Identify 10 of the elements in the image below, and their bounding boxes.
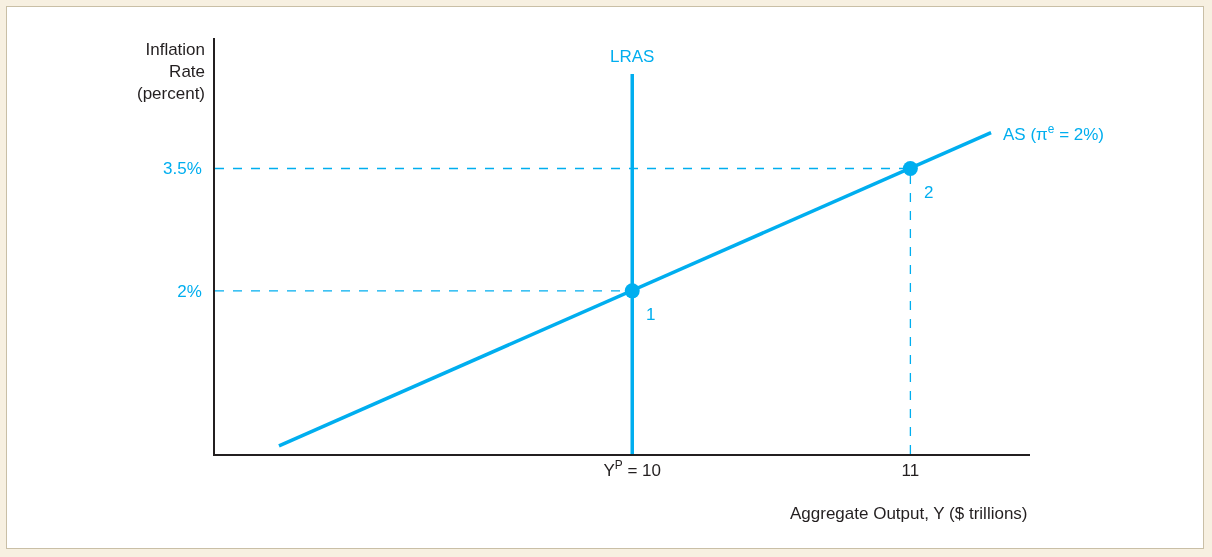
series-label: AS (π$^{e}$ = 2%) [1003,122,1105,145]
x-tick-label: Y$^{P}$ = 10 [603,458,662,481]
annotation: 2 [924,183,934,202]
x-axis-title: Aggregate Output, Y ($ trillions) [790,504,1028,523]
y-tick-label: 3.5% [163,159,202,179]
y-axis-title: Inflation Rate (percent) [137,40,206,104]
y-tick-label: 2% [177,281,202,301]
x-tick-label: 11 [901,461,920,481]
series-label: LRAS [610,47,655,66]
annotation: 1 [646,305,656,324]
